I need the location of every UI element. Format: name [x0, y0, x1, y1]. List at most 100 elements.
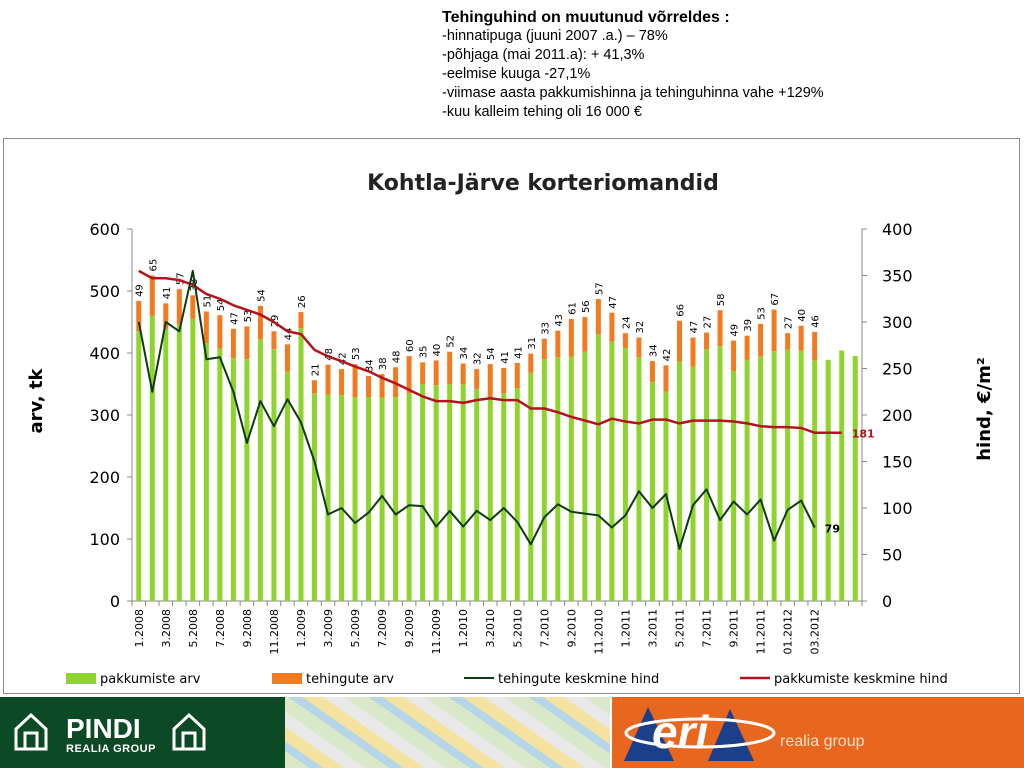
deals-data-label: 32	[473, 352, 484, 365]
bar-offers	[528, 372, 534, 601]
x-tick-label: 1.2011	[619, 609, 632, 648]
y-tick-label: 500	[89, 282, 120, 301]
deals-data-label: 49	[135, 284, 146, 297]
x-tick-label: 5.2011	[674, 609, 687, 648]
bar-deals	[636, 337, 642, 358]
bar-offers	[271, 349, 277, 601]
x-tick-label: 03.2012	[809, 609, 822, 655]
bar-offers	[447, 384, 453, 601]
y-tick-label: 0	[110, 592, 120, 611]
legend-swatch-offers	[66, 673, 96, 684]
y2-tick-label: 0	[882, 592, 892, 611]
bar-deals	[812, 331, 818, 361]
bar-deals	[663, 365, 669, 392]
y2-tick-label: 100	[882, 499, 913, 518]
eri-logo-band: eri realia group	[612, 697, 1024, 768]
bar-offers	[649, 382, 655, 601]
bar-deals	[501, 367, 507, 394]
bar-offers	[393, 397, 399, 601]
deals-data-label: 27	[703, 316, 714, 329]
deals-data-label: 53	[351, 347, 362, 360]
bar-offers	[744, 359, 750, 601]
notes-heading: Tehinguhind on muutunud võrreldes :	[442, 9, 730, 26]
house-icon	[14, 712, 48, 751]
deals-data-label: 26	[297, 295, 308, 308]
bar-offers	[487, 397, 493, 601]
city-map-image	[285, 697, 610, 768]
x-tick-label: 11.2008	[268, 609, 281, 655]
bar-offers	[825, 359, 831, 601]
legend-label-offer-price: pakkumiste keskmine hind	[774, 672, 948, 687]
bar-deals	[298, 312, 304, 329]
bar-offers	[690, 366, 696, 601]
deals-data-label: 47	[689, 321, 700, 334]
deals-data-label: 58	[716, 293, 727, 306]
eri-swoosh-icon	[624, 707, 776, 761]
deals-data-label: 24	[621, 316, 632, 329]
bar-deals	[203, 311, 209, 344]
deals-data-label: 65	[148, 259, 159, 272]
bar-offers	[812, 360, 818, 601]
combo-chart: Kohtla-Järve korteriomandid0100200300400…	[26, 171, 995, 687]
bar-offers	[839, 350, 845, 601]
bar-deals	[366, 375, 372, 398]
deals-data-label: 46	[811, 315, 822, 328]
deals-data-label: 57	[594, 282, 605, 295]
x-tick-label: 7.2010	[538, 609, 551, 648]
x-tick-label: 11.2010	[592, 609, 605, 655]
bar-deals	[136, 300, 142, 332]
bar-offers	[136, 331, 142, 601]
bar-offers	[541, 359, 547, 601]
bar-offers	[460, 384, 466, 601]
bar-offers	[636, 357, 642, 601]
deals-data-label: 40	[797, 309, 808, 322]
bar-deals	[582, 317, 588, 352]
y2-tick-label: 300	[882, 313, 913, 332]
bar-deals	[649, 361, 655, 383]
bar-offers	[230, 357, 236, 601]
bar-deals	[149, 275, 155, 316]
deals-data-label: 34	[365, 359, 376, 372]
deals-data-label: 31	[527, 337, 538, 350]
pindi-logo-band: PINDI REALIA GROUP	[0, 697, 285, 768]
notes-line: -hinnatipuga (juuni 2007 .a.) – 78%	[442, 28, 668, 44]
y2-tick-label: 150	[882, 453, 913, 472]
x-tick-label: 3.2010	[484, 609, 497, 648]
deals-data-label: 34	[648, 344, 659, 357]
bar-offers	[163, 328, 169, 601]
bar-deals	[622, 333, 628, 349]
deals-data-label: 57	[175, 272, 186, 285]
deals-data-label: 60	[405, 339, 416, 352]
bar-deals	[677, 320, 682, 362]
bar-offers	[190, 318, 196, 601]
deals-data-label: 54	[486, 347, 497, 360]
deals-data-label: 41	[513, 346, 524, 359]
bar-offers	[217, 348, 223, 601]
bar-offers	[717, 346, 723, 601]
bar-offers	[501, 393, 507, 601]
x-tick-label: 3.2008	[160, 609, 173, 648]
bar-offers	[771, 351, 777, 601]
deals-data-label: 67	[770, 293, 781, 306]
bar-offers	[595, 334, 601, 601]
bar-deals	[731, 340, 737, 371]
bar-deals	[312, 380, 317, 394]
deals-data-label: 53	[243, 310, 254, 323]
deals-data-label: 41	[162, 287, 173, 300]
bar-offers	[298, 328, 304, 601]
bar-deals	[758, 323, 764, 357]
bar-deals	[595, 299, 601, 335]
bar-deals	[217, 315, 223, 349]
bar-deals	[771, 309, 777, 352]
deals-data-label: 61	[567, 302, 578, 315]
bar-deals	[474, 369, 480, 389]
bar-deals	[798, 325, 804, 351]
bar-deals	[460, 363, 466, 385]
x-tick-label: 3.2011	[646, 609, 659, 648]
x-tick-label: 1.2010	[457, 609, 470, 648]
x-tick-label: 7.2008	[214, 609, 227, 648]
x-tick-label: 3.2009	[322, 609, 335, 648]
deals-data-label: 47	[608, 296, 619, 309]
bar-offers	[758, 356, 764, 601]
bar-deals	[284, 344, 290, 372]
